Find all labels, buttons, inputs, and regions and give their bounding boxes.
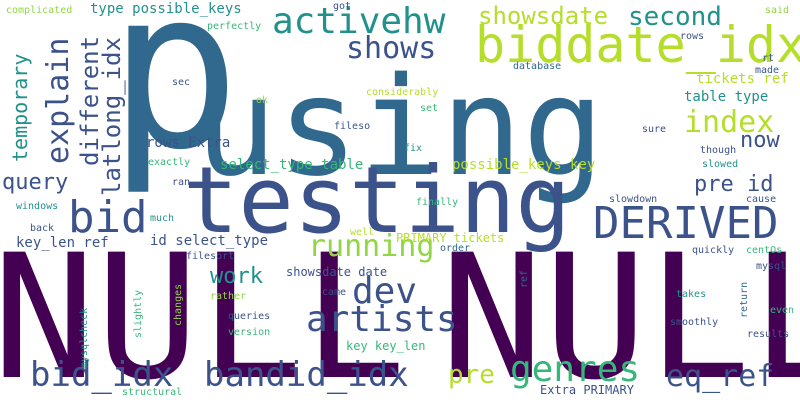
word-made: made <box>755 65 780 76</box>
word-changes: changes <box>173 283 184 326</box>
word-order: order <box>440 243 471 254</box>
word-cause: cause <box>746 194 777 205</box>
word-fix: fix <box>404 143 423 154</box>
word-well: well <box>350 227 375 238</box>
word-said: said <box>765 5 790 16</box>
word-shows: shows <box>346 31 437 66</box>
word-slowed: slowed <box>702 159 739 170</box>
word-ok: ok <box>256 95 269 106</box>
word-possible-keys-key: possible_keys key <box>452 157 596 173</box>
word-even: even <box>770 305 795 316</box>
word-filesort: filesort <box>186 251 235 262</box>
word-rows: rows <box>680 31 705 42</box>
word-pre: pre <box>448 360 495 390</box>
word-now: now <box>740 128 780 153</box>
word-queries: queries <box>228 311 271 322</box>
word-set: set <box>420 103 439 114</box>
word-select-type-table: select_type table <box>220 157 364 173</box>
word-structural: structural <box>122 387 183 398</box>
word-perfectly: perfectly <box>207 21 262 32</box>
word-complicated: complicated <box>6 5 73 16</box>
word-bandid-idx: bandid_idx <box>204 355 409 395</box>
word-second: second <box>628 2 722 32</box>
word-using: using <box>195 49 605 207</box>
word-pre-id: pre id <box>694 172 774 197</box>
word-table-type: table type <box>684 89 769 105</box>
word-came: came <box>322 287 347 298</box>
word-slightly: slightly <box>133 289 144 338</box>
word-quickly: quickly <box>692 245 735 256</box>
word-rt: rt <box>762 53 775 64</box>
word-finally: finally <box>416 197 459 208</box>
word-id-select-type: id select_type <box>150 233 269 249</box>
word-extra-primary: Extra PRIMARY <box>540 383 634 397</box>
word-running: running <box>308 229 435 264</box>
word-ran: ran <box>172 177 191 188</box>
word-key-len-ref: key_len ref <box>16 235 109 251</box>
word-version: version <box>228 327 271 338</box>
word-derived: DERIVED <box>593 198 779 249</box>
word-got: got <box>333 1 352 12</box>
word-key-key-len: key key_len <box>346 339 426 353</box>
word-database: database <box>513 61 562 72</box>
word-testing: testing <box>183 147 571 254</box>
word-null: NULL <box>440 217 800 400</box>
word-temporary: temporary <box>8 53 32 162</box>
word-biddate-idx: biddate_idx <box>475 16 800 74</box>
word-showsdate: showsdate <box>478 2 609 30</box>
word-ref: ref <box>519 269 530 288</box>
word-slowdown: slowdown <box>609 194 658 205</box>
word-genres: genres <box>510 349 641 390</box>
word-artists: artists <box>306 299 458 340</box>
word-eq-ref: eq_ref <box>666 359 775 394</box>
word-takes: takes <box>676 289 707 300</box>
word-latlong-idx: latlong_idx <box>98 37 126 196</box>
word-though: though <box>700 145 737 156</box>
word-mysqlcheck: mysqlcheck <box>79 307 90 368</box>
word-results: results <box>747 329 790 340</box>
word-explain: explain <box>41 37 76 164</box>
word-query: query <box>2 170 69 195</box>
word-smoothly: smoothly <box>670 317 719 328</box>
word-bid-idx: bid_idx <box>30 355 174 395</box>
word-mysql: mysql <box>756 261 787 272</box>
word-exactly: exactly <box>148 157 191 168</box>
word-showsdate-date: showsdate date <box>286 265 388 279</box>
word-rows-extra: rows Extra <box>146 135 231 151</box>
word-bid: bid <box>68 192 148 243</box>
word-sec: sec <box>172 77 191 88</box>
word-dev: dev <box>352 271 418 312</box>
word-tickets-ref: tickets ref <box>696 71 789 87</box>
word-centos: centOs <box>746 245 783 256</box>
word-sure: sure <box>642 124 667 135</box>
word-back: back <box>30 223 55 234</box>
word-primary-tickets: PRIMARY tickets <box>396 231 505 245</box>
word-fileso: fileso <box>334 121 371 132</box>
word-null: NULL <box>0 217 407 400</box>
word-activehw: activehw <box>272 1 446 42</box>
word-index: index <box>684 105 775 140</box>
word-rather: rather <box>210 291 247 302</box>
word-p: p <box>108 0 241 198</box>
word-windows: windows <box>16 201 59 212</box>
word-work: work <box>210 264 263 289</box>
word-return: return <box>739 281 750 318</box>
word-considerably: considerably <box>366 87 439 98</box>
word-type-possible-keys: type possible_keys <box>90 1 242 17</box>
word-much: much <box>150 213 175 224</box>
